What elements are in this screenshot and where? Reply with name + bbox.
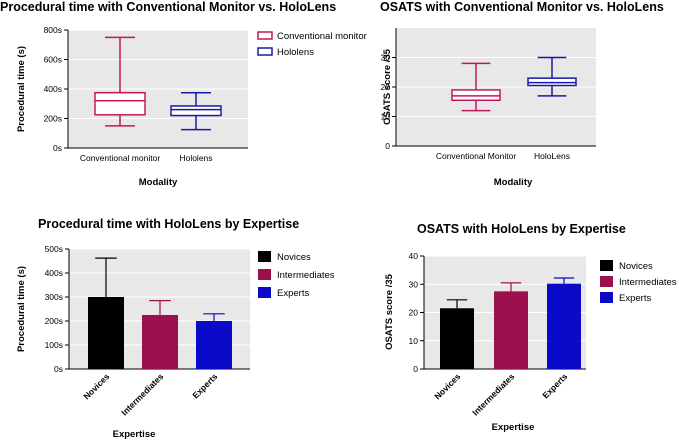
c4-tick-label: 30	[409, 279, 419, 289]
c1-box	[170, 105, 222, 117]
c3-category-label: Experts	[190, 371, 219, 400]
c4-bar	[547, 283, 581, 369]
c1-tick-label: 600s	[44, 55, 62, 65]
c3-legend-label: Novices	[277, 252, 311, 263]
c3-bar	[196, 321, 232, 369]
chart3-xlabel: Expertise	[113, 429, 156, 440]
c3-tick-label: 300s	[45, 292, 63, 302]
c4-legend-label: Experts	[619, 293, 651, 304]
c3-legend-swatch	[258, 251, 271, 262]
chart1-legend-label: Conventional monitor	[277, 31, 367, 42]
c3-legend-label: Experts	[277, 288, 309, 299]
c3-tick-label: 200s	[45, 316, 63, 326]
chart4-legend: Novices Intermediates Experts	[600, 260, 677, 304]
c4-legend-swatch	[600, 276, 613, 287]
c4-legend-swatch	[600, 260, 613, 271]
chart1-legend-swatch	[257, 31, 273, 40]
c2-tick-label: 0	[385, 141, 390, 151]
chart3-legend: Novices Intermediates Experts	[258, 251, 335, 299]
chart-osats-modality: OSATS with Conventional Monitor vs. Holo…	[380, 0, 664, 188]
chart1-xlabel: Modality	[139, 177, 178, 188]
c3-tick-label: 0s	[54, 364, 63, 374]
chart4-title: OSATS with HoloLens by Expertise	[417, 222, 626, 236]
chart1-legend-swatch	[257, 47, 273, 56]
c3-legend-swatch	[258, 269, 271, 280]
chart1-category-label: Hololens	[179, 153, 212, 163]
c4-tick-label: 10	[409, 336, 419, 346]
chart-procedural-time-expertise: Procedural time with HoloLens by Experti…	[16, 217, 335, 440]
c1-box	[94, 91, 146, 116]
c4-legend-swatch	[600, 292, 613, 303]
chart1-legend: Conventional monitor Hololens	[257, 31, 367, 58]
chart4-ylabel: OSATS score /35	[384, 273, 395, 350]
chart1-ylabel: Procedural time (s)	[16, 46, 27, 132]
chart2-xlabel: Modality	[494, 177, 533, 188]
chart-osats-expertise: OSATS with HoloLens by Expertise 0 10 20 30…	[384, 222, 677, 433]
c3-bar	[88, 297, 124, 369]
c4-category-label: Experts	[540, 371, 569, 400]
c4-category-label: Novices	[432, 371, 462, 401]
c3-tick-label: 500s	[45, 244, 63, 254]
c4-legend-label: Novices	[619, 261, 653, 272]
c2-tick-label: 30	[381, 53, 391, 63]
c3-category-label: Intermediates	[119, 371, 165, 417]
chart2-category-label: HoloLens	[534, 151, 570, 161]
chart1-legend-label: Hololens	[277, 47, 314, 58]
c2-tick-label: 20	[381, 82, 391, 92]
chart2-category-label: Conventional Monitor	[436, 151, 516, 161]
c3-bar	[142, 315, 178, 369]
chart2-ylabel: OSATS score /35	[382, 48, 393, 125]
chart4-xlabel: Expertise	[492, 422, 535, 433]
c1-tick-label: 0s	[53, 143, 62, 153]
chart1-title: Procedural time with Conventional Monito…	[0, 0, 336, 14]
c4-tick-label: 0	[413, 364, 418, 374]
c4-legend-label: Intermediates	[619, 277, 677, 288]
chart1-category-label: Conventional monitor	[80, 153, 160, 163]
c1-tick-label: 800s	[44, 25, 62, 35]
c3-tick-label: 400s	[45, 268, 63, 278]
chart2-title: OSATS with Conventional Monitor vs. Holo…	[380, 0, 664, 14]
c3-legend-label: Intermediates	[277, 270, 335, 281]
chart3-title: Procedural time with HoloLens by Experti…	[38, 217, 299, 231]
c2-tick-label: 10	[381, 112, 391, 122]
chart3-ylabel: Procedural time (s)	[16, 266, 27, 352]
c1-tick-label: 400s	[44, 84, 62, 94]
c1-tick-label: 200s	[44, 114, 62, 124]
c4-tick-label: 40	[409, 251, 419, 261]
c4-bar	[440, 308, 474, 369]
c3-category-label: Novices	[81, 371, 111, 401]
c4-category-label: Intermediates	[470, 371, 516, 417]
chart-procedural-time-modality: Procedural time with Conventional Monito…	[0, 0, 367, 188]
c4-tick-label: 20	[409, 308, 419, 318]
c4-bar	[494, 291, 528, 369]
c3-legend-swatch	[258, 287, 271, 298]
c3-tick-label: 100s	[45, 340, 63, 350]
